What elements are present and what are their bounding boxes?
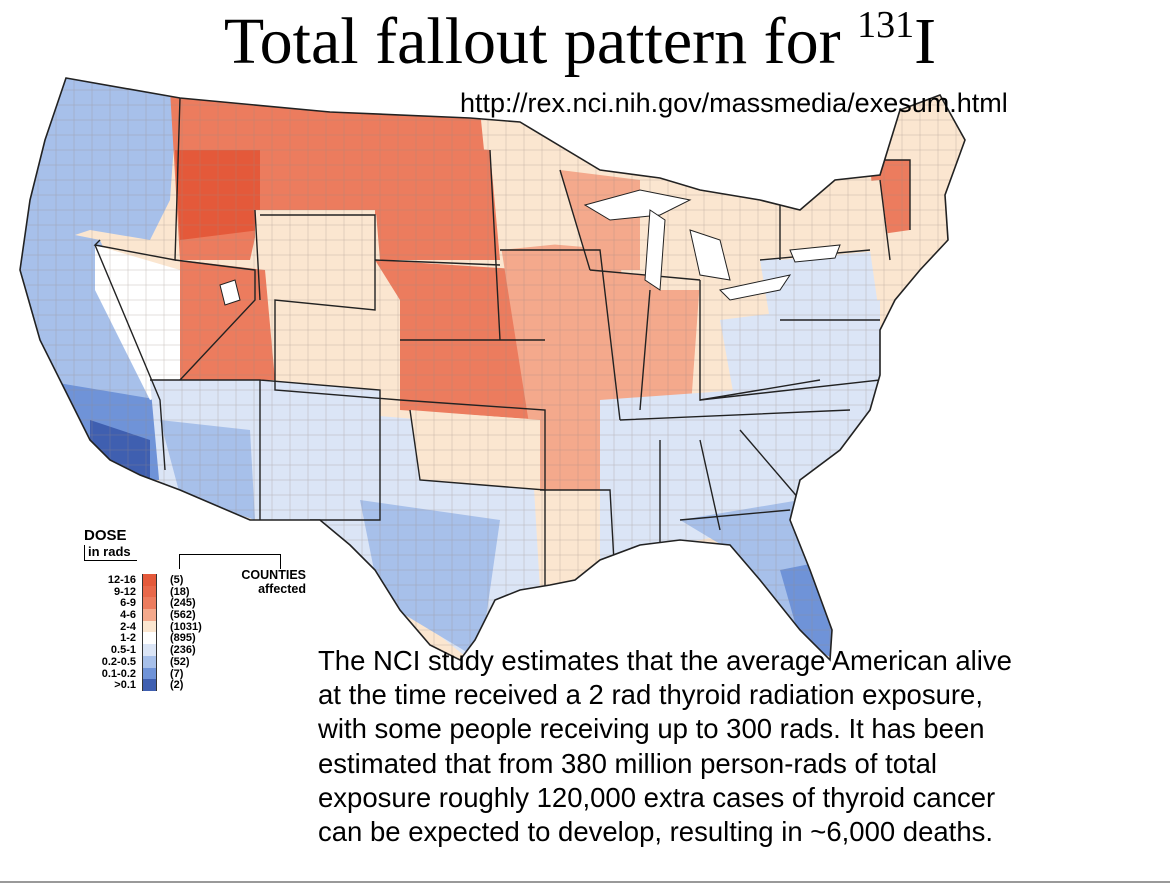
region-nevada bbox=[95, 245, 180, 400]
source-url[interactable]: http://rex.nci.nih.gov/massmedia/exesum.… bbox=[460, 88, 1008, 118]
state-borders bbox=[93, 97, 911, 590]
legend-swatch bbox=[142, 597, 157, 610]
legend-row: 2-4 (1031) bbox=[60, 620, 260, 633]
legend-row: 0.1-0.2 (7) bbox=[60, 667, 260, 680]
legend-rows: 12-16 (5) 9-12 (18) 6-9 (245) 4-6 (562) 2-4 (… bbox=[60, 574, 260, 691]
legend-row: 0.5-1 (236) bbox=[60, 644, 260, 656]
legend-row: 9-12 (18) bbox=[60, 585, 260, 598]
note-line: can be expected to develop, resulting in… bbox=[318, 816, 993, 848]
legend-range: 0.5-1 bbox=[110, 644, 136, 657]
legend-count: (7) bbox=[170, 667, 184, 680]
legend-row: 12-16 (5) bbox=[60, 574, 260, 586]
legend-count: (562) bbox=[170, 609, 196, 622]
great-salt-lake bbox=[219, 279, 241, 306]
region-utah bbox=[180, 260, 275, 380]
counties-label-line1: COUNTIES bbox=[241, 568, 306, 582]
legend-count: (895) bbox=[170, 632, 196, 645]
legend-range: 0.1-0.2 bbox=[101, 667, 136, 680]
legend-swatch bbox=[142, 585, 157, 598]
legend-range: 12-16 bbox=[107, 574, 136, 586]
legend-row: 4-6 (562) bbox=[60, 609, 260, 621]
legend-range: 0.2-0.5 bbox=[101, 655, 136, 668]
legend-row: 1-2 (895) bbox=[60, 632, 260, 644]
legend-range: >0.1 bbox=[114, 679, 136, 692]
legend-subheading: in rads bbox=[84, 545, 137, 561]
note-line: with some people receiving up to 300 rad… bbox=[318, 713, 985, 745]
counties-bracket bbox=[179, 554, 281, 569]
region-arkansas bbox=[540, 420, 610, 490]
legend-count: (18) bbox=[170, 585, 190, 598]
legend-range: 2-4 bbox=[120, 620, 136, 633]
legend-count: (236) bbox=[170, 644, 196, 657]
counties-label-line2: affected bbox=[258, 582, 306, 596]
legend-swatch bbox=[142, 632, 157, 645]
note-line: exposure roughly 120,000 extra cases of … bbox=[318, 781, 996, 813]
legend-swatch bbox=[142, 655, 157, 668]
legend-row: >0.1 (2) bbox=[60, 679, 260, 691]
dose-legend: DOSE in rads COUNTIES affected 12-16 (5) … bbox=[60, 528, 320, 738]
legend-count: (245) bbox=[170, 597, 196, 610]
legend-range: 4-6 bbox=[120, 609, 136, 622]
legend-swatch bbox=[142, 609, 157, 621]
legend-range: 6-9 bbox=[120, 597, 136, 610]
region-appalachia bbox=[720, 300, 880, 430]
counties-label: COUNTIES affected bbox=[222, 568, 306, 596]
legend-swatch bbox=[142, 644, 157, 656]
legend-swatch bbox=[142, 620, 157, 633]
legend-swatch bbox=[142, 667, 157, 680]
title-main: Total fallout pattern for bbox=[223, 5, 858, 78]
great-lakes bbox=[583, 189, 841, 301]
page-title: Total fallout pattern for 131I bbox=[0, 2, 1160, 91]
title-element: I bbox=[914, 5, 937, 78]
legend-swatch bbox=[142, 574, 157, 586]
title-superscript: 131 bbox=[857, 4, 915, 46]
legend-count: (52) bbox=[170, 655, 190, 668]
legend-heading: DOSE bbox=[84, 527, 127, 544]
note-line: The NCI study estimates that the average… bbox=[318, 645, 1012, 676]
legend-range: 1-2 bbox=[120, 632, 136, 645]
legend-range: 9-12 bbox=[113, 585, 136, 598]
note-line: estimated that from 380 million person-r… bbox=[318, 747, 938, 779]
bottom-rule bbox=[0, 881, 1170, 883]
legend-count: (1031) bbox=[170, 620, 202, 633]
legend-row: 0.2-0.5 (52) bbox=[60, 655, 260, 668]
note-line: at the time received a 2 rad thyroid rad… bbox=[318, 679, 983, 711]
region-dakotas bbox=[370, 140, 500, 260]
study-note: The NCI study estimates that the average… bbox=[318, 644, 1168, 849]
legend-count: (5) bbox=[170, 574, 184, 586]
legend-swatch bbox=[142, 679, 157, 691]
legend-row: 6-9 (245) bbox=[60, 597, 260, 609]
legend-count: (2) bbox=[170, 679, 184, 692]
